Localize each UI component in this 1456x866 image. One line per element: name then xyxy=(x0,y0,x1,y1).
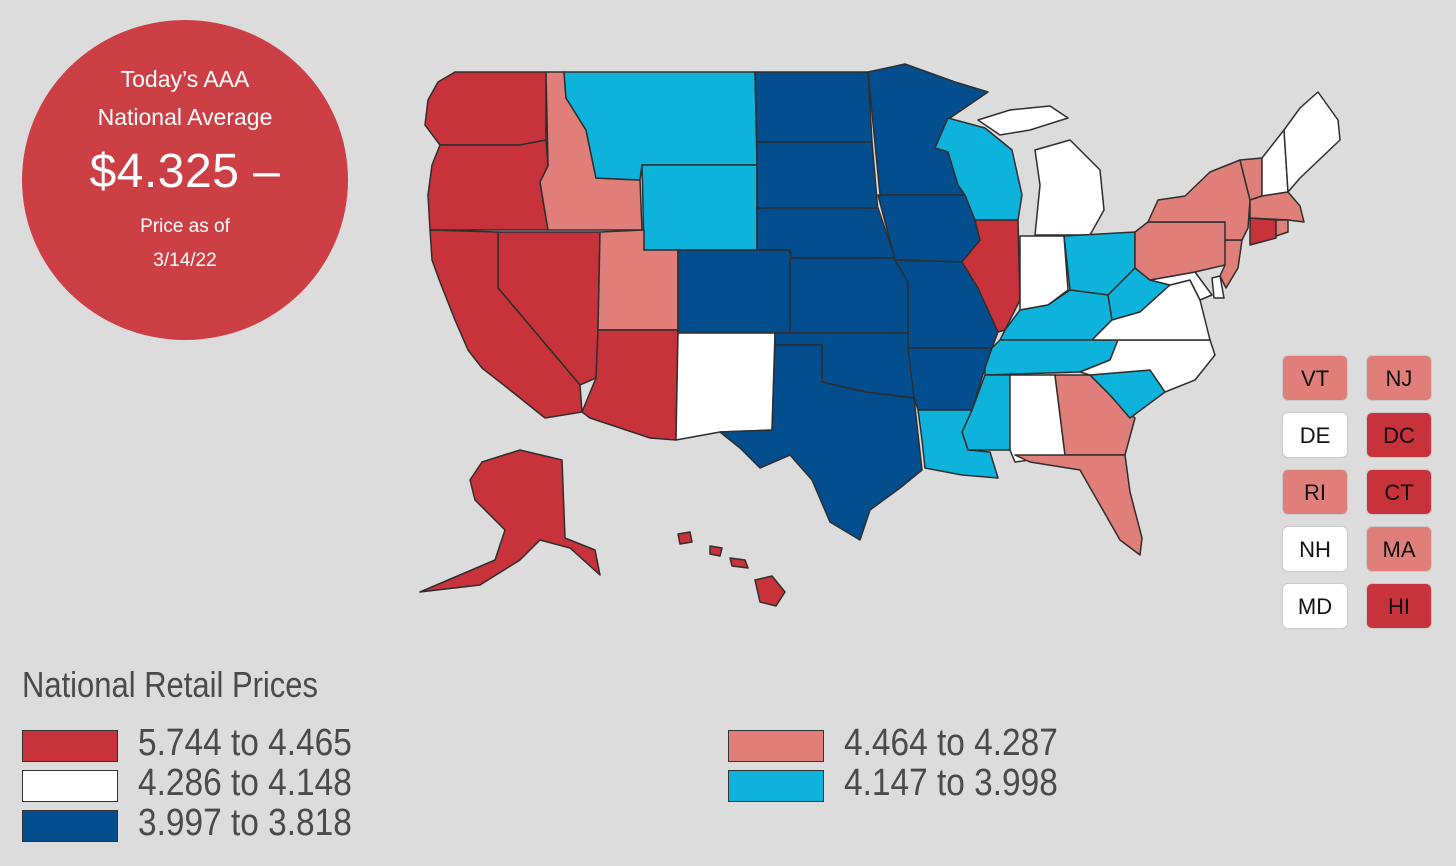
state-fl[interactable] xyxy=(1014,454,1143,556)
tile-ct[interactable]: CT xyxy=(1366,469,1432,515)
state-or[interactable] xyxy=(427,139,549,231)
state-co[interactable] xyxy=(677,249,791,334)
tile-hi[interactable]: HI xyxy=(1366,583,1432,629)
legend-swatch xyxy=(22,730,118,762)
badge-price: $4.325 – xyxy=(89,145,281,198)
legend-label: 4.286 to 4.148 xyxy=(138,762,352,804)
legend-swatch xyxy=(22,770,118,802)
tile-de[interactable]: DE xyxy=(1282,412,1348,458)
state-nd[interactable] xyxy=(754,71,873,143)
state-ne[interactable] xyxy=(756,207,896,259)
state-ri[interactable] xyxy=(1275,219,1289,237)
state-wa[interactable] xyxy=(424,71,547,146)
tile-vt[interactable]: VT xyxy=(1282,355,1348,401)
state-hi[interactable] xyxy=(677,531,786,607)
state-pa[interactable] xyxy=(1134,221,1233,281)
state-la[interactable] xyxy=(917,409,999,479)
tile-md[interactable]: MD xyxy=(1282,583,1348,629)
state-mi[interactable] xyxy=(1034,139,1105,236)
state-de[interactable] xyxy=(1211,275,1225,299)
state-ca[interactable] xyxy=(429,229,583,419)
state-mt[interactable] xyxy=(563,71,758,181)
state-ct[interactable] xyxy=(1249,217,1277,246)
tile-ri[interactable]: RI xyxy=(1282,469,1348,515)
state-mi-upper[interactable] xyxy=(977,105,1069,136)
legend-swatch xyxy=(22,810,118,842)
state-il[interactable] xyxy=(961,219,1021,333)
state-me[interactable] xyxy=(1283,91,1341,193)
state-wy[interactable] xyxy=(641,164,758,251)
state-nm[interactable] xyxy=(675,332,776,441)
legend-label: 3.997 to 3.818 xyxy=(138,802,352,844)
legend-label: 4.464 to 4.287 xyxy=(844,722,1058,764)
tile-nh[interactable]: NH xyxy=(1282,526,1348,572)
legend-swatch xyxy=(728,770,824,802)
state-sd[interactable] xyxy=(756,141,879,213)
legend-title: National Retail Prices xyxy=(22,664,318,705)
legend-label: 4.147 to 3.998 xyxy=(844,762,1058,804)
state-ks[interactable] xyxy=(789,257,909,334)
state-ak[interactable] xyxy=(419,449,601,593)
state-tx[interactable] xyxy=(719,344,923,541)
state-nc[interactable] xyxy=(1079,339,1216,393)
tile-dc[interactable]: DC xyxy=(1366,412,1432,458)
legend-label: 5.744 to 4.465 xyxy=(138,722,352,764)
badge-date: 3/14/22 xyxy=(153,250,217,271)
state-ia[interactable] xyxy=(877,194,981,263)
badge-title-line2: National Average xyxy=(97,104,273,130)
tile-ma[interactable]: MA xyxy=(1366,526,1432,572)
national-average-badge: Today’s AAA National Average $4.325 – Pr… xyxy=(22,20,348,340)
badge-title-line1: Today’s AAA xyxy=(120,66,250,92)
badge-price-as-of: Price as of xyxy=(140,216,230,237)
legend-swatch xyxy=(728,730,824,762)
tile-nj[interactable]: NJ xyxy=(1366,355,1432,401)
